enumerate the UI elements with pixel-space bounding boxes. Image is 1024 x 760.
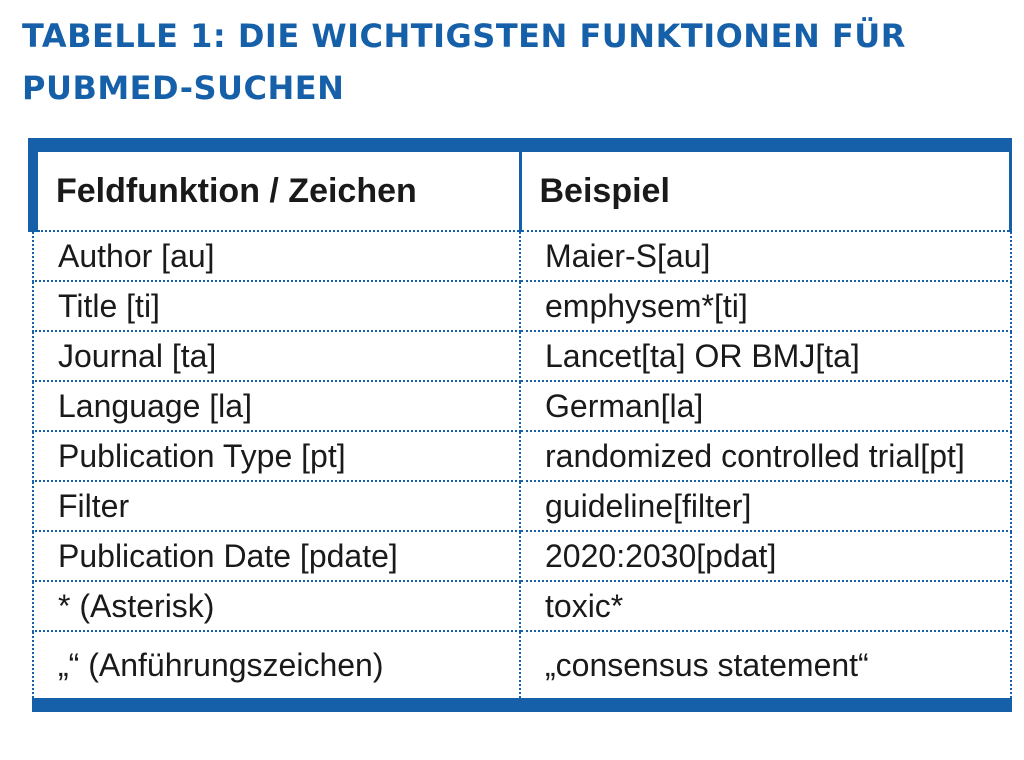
- table-cell: Journal [ta]: [32, 331, 521, 382]
- table-row: Filter guideline[filter]: [32, 481, 1012, 532]
- table-title: TABELLE 1: DIE WICHTIGSTEN FUNKTIONEN FÜ…: [22, 17, 906, 107]
- table-row: Title [ti] emphysem*[ti]: [32, 281, 1012, 332]
- table-cell: Maier-S[au]: [519, 231, 1012, 282]
- table-cell: guideline[filter]: [519, 481, 1012, 532]
- table-row: Author [au] Maier-S[au]: [32, 231, 1012, 282]
- table-cell: 2020:2030[pdat]: [519, 531, 1012, 582]
- table-cell: German[la]: [519, 381, 1012, 432]
- table-cell: Publication Date [pdate]: [32, 531, 521, 582]
- table: Feldfunktion / Zeichen Beispiel Author […: [28, 138, 1012, 712]
- table-body: Author [au] Maier-S[au] Title [ti] emphysem…: [32, 231, 1012, 705]
- table-cell: Publication Type [pt]: [32, 431, 521, 482]
- table-head: Feldfunktion / Zeichen Beispiel: [28, 145, 1012, 232]
- table-row: Publication Date [pdate] 2020:2030[pdat]: [32, 531, 1012, 582]
- header-row: Feldfunktion / Zeichen Beispiel: [28, 145, 1012, 232]
- table-cell: Lancet[ta] OR BMJ[ta]: [519, 331, 1012, 382]
- table-cell: randomized controlled trial[pt]: [519, 431, 1012, 482]
- table-row: Language [la] German[la]: [32, 381, 1012, 432]
- column-header: Feldfunktion / Zeichen: [28, 145, 522, 232]
- table-cell: „“ (Anführungszeichen): [32, 631, 521, 705]
- table-cell: „consensus statement“: [519, 631, 1012, 705]
- table-cell: Author [au]: [32, 231, 521, 282]
- table-cell: toxic*: [519, 581, 1012, 632]
- table-cell: Filter: [32, 481, 521, 532]
- table-cell: * (Asterisk): [32, 581, 521, 632]
- table-cell: Language [la]: [32, 381, 521, 432]
- table-row: * (Asterisk) toxic*: [32, 581, 1012, 632]
- table-row: „“ (Anführungszeichen) „consensus stateme…: [32, 631, 1012, 705]
- table-row: Journal [ta] Lancet[ta] OR BMJ[ta]: [32, 331, 1012, 382]
- column-header: Beispiel: [520, 145, 1012, 232]
- table-row: Publication Type [pt] randomized controll…: [32, 431, 1012, 482]
- table-cell: emphysem*[ti]: [519, 281, 1012, 332]
- table-cell: Title [ti]: [32, 281, 521, 332]
